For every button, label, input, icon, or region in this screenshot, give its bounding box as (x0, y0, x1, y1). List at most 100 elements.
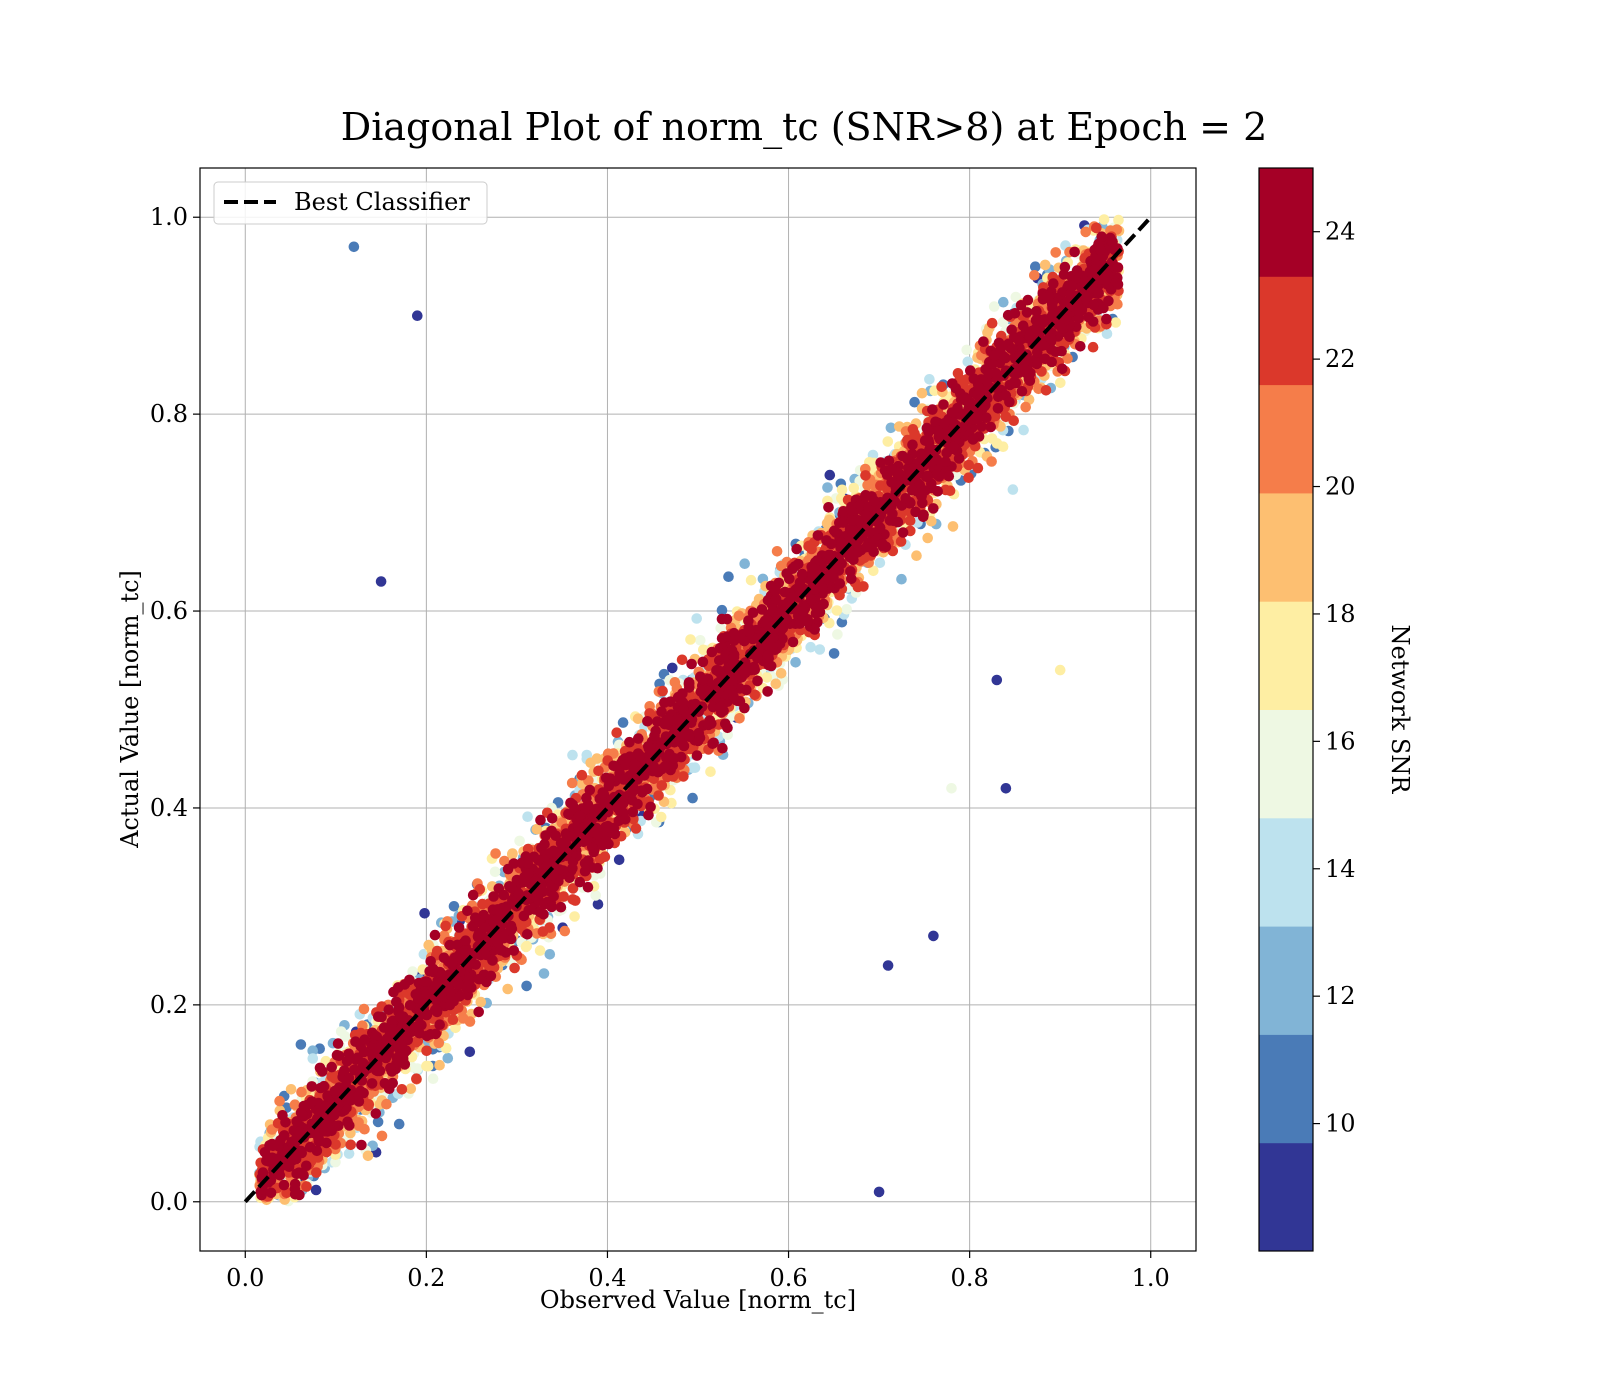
scatter-point (274, 1095, 285, 1107)
scatter-point (1101, 328, 1113, 340)
scatter-point (691, 613, 702, 624)
scatter-point (372, 1116, 384, 1128)
scatter-point (343, 1148, 355, 1159)
scatter-point (1039, 259, 1051, 271)
scatter-point (310, 1184, 322, 1196)
scatter-point (733, 610, 745, 622)
scatter-point (521, 980, 532, 992)
scatter-point (655, 811, 667, 823)
scatter-point (295, 1039, 307, 1050)
chart-title: Diagonal Plot of norm_tc (SNR>8) at Epoc… (341, 105, 1268, 150)
scatter-point (358, 1003, 370, 1015)
scatter-point (1054, 664, 1066, 676)
scatter-point (376, 1130, 388, 1142)
scatter-point (567, 749, 578, 761)
scatter-point (1030, 261, 1041, 273)
scatter-point (433, 1037, 445, 1049)
scatter-point (381, 1098, 392, 1110)
scatter-point (882, 960, 894, 971)
scatter-point (998, 296, 1009, 308)
scatter-point (375, 576, 387, 587)
scatter-point (1110, 317, 1122, 328)
scatter-point (1062, 353, 1073, 364)
scatter-point (739, 558, 750, 569)
scatter-point (687, 792, 698, 804)
scatter-point (534, 945, 546, 956)
scatter-point (822, 482, 833, 493)
scatter-point (991, 674, 1003, 686)
scatter-point (407, 966, 418, 977)
scatter-point (761, 672, 773, 683)
scatter-point (434, 1059, 445, 1071)
scatter-point (828, 648, 840, 659)
scatter-point (569, 911, 580, 922)
scatter-point (831, 605, 843, 616)
scatter-point (1000, 783, 1012, 794)
scatter-point (632, 713, 644, 724)
scatter-point (507, 848, 518, 860)
scatter-point (824, 469, 836, 481)
scatter-point (922, 532, 933, 544)
scatter-point (874, 557, 886, 569)
scatter-point (771, 546, 783, 557)
scatter-point (405, 1083, 417, 1094)
scatter-point (790, 657, 801, 668)
scatter-point (1113, 214, 1124, 226)
scatter-point (916, 387, 928, 399)
scatter-point (1112, 298, 1123, 310)
scatter-point (961, 344, 972, 356)
scatter-point (348, 241, 360, 253)
scatter-point (882, 436, 894, 447)
scatter-point (814, 644, 826, 655)
scatter-point (868, 565, 879, 577)
scatter-point (832, 629, 843, 640)
scatter-point (307, 1045, 319, 1056)
scatter-point (667, 662, 678, 674)
scatter-point (531, 823, 543, 835)
scatter-point (490, 848, 501, 859)
scatter-point (873, 1186, 885, 1198)
scatter-point (734, 713, 745, 724)
scatter-point (848, 482, 860, 494)
scatter-point (1080, 226, 1091, 238)
scatter-point (1098, 214, 1110, 225)
scatter-point (689, 762, 701, 773)
scatter-point (289, 1099, 301, 1110)
scatter-point (538, 968, 550, 979)
scatter-point (613, 854, 625, 866)
scatter-point (608, 748, 619, 759)
scatter-point (591, 753, 603, 764)
scatter-point (1010, 291, 1022, 303)
scatter-point (440, 1042, 452, 1054)
scatter-point (521, 940, 533, 952)
scatter-point (475, 996, 487, 1008)
scatter-point (427, 1073, 439, 1084)
scatter-point (1007, 484, 1019, 495)
scatter-point (448, 901, 460, 912)
scatter-point (836, 484, 848, 496)
scatter-point (775, 668, 787, 679)
scatter-point (982, 327, 993, 338)
scatter-point (986, 433, 998, 444)
scatter-point (566, 777, 578, 789)
scatter-point (770, 678, 782, 690)
scatter-point (715, 622, 726, 634)
scatter-point (499, 855, 510, 867)
scatter-point (1029, 270, 1040, 281)
scatter-point (1055, 377, 1066, 389)
scatter-point (330, 1156, 341, 1168)
scatter-point (705, 766, 716, 777)
scatter-point (340, 1031, 351, 1042)
scatter-point (928, 930, 939, 942)
scatter-point (695, 635, 706, 646)
scatter-point (359, 1123, 370, 1135)
scatter-point (909, 396, 920, 408)
scatter-point (926, 515, 937, 527)
scatter-point (362, 1150, 374, 1162)
scatter-point (745, 574, 757, 586)
scatter-point (723, 571, 734, 582)
scatter-point (393, 1118, 405, 1130)
scatter-point (307, 1053, 319, 1064)
scatter-point (592, 899, 604, 910)
